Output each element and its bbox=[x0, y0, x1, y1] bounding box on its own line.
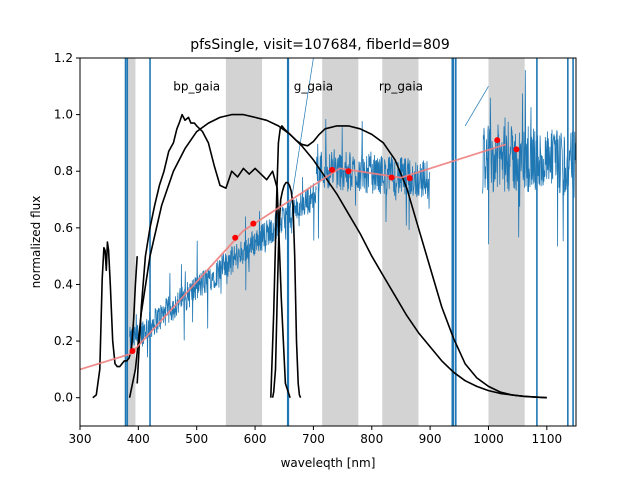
y-tick-label: 0.6 bbox=[54, 221, 73, 235]
x-tick-label: 1000 bbox=[473, 432, 504, 446]
y-tick-label: 0.4 bbox=[54, 277, 73, 291]
filter-curve-narrow-filter bbox=[271, 181, 302, 399]
shaded-region bbox=[126, 58, 136, 426]
y-tick-label: 1.2 bbox=[54, 51, 73, 65]
x-tick-label: 600 bbox=[244, 432, 267, 446]
shaded-region bbox=[322, 58, 359, 426]
photometry-point bbox=[494, 137, 501, 144]
photometry-point bbox=[232, 234, 239, 241]
shaded-regions bbox=[126, 58, 525, 426]
filter-curves bbox=[92, 113, 547, 399]
y-tick-label: 0.8 bbox=[54, 164, 73, 178]
photometry-point bbox=[345, 168, 352, 175]
photometry-point bbox=[406, 175, 413, 182]
plot-layer bbox=[80, 58, 576, 426]
x-tick-label: 1100 bbox=[532, 432, 563, 446]
photometry-point bbox=[329, 166, 336, 173]
photometry-fit-line bbox=[80, 143, 507, 371]
x-tick-label: 500 bbox=[185, 432, 208, 446]
spectrum-line bbox=[482, 70, 576, 247]
band-label-g-gaia: g_gaia bbox=[294, 79, 333, 93]
x-axis-label: waveleqth [nm] bbox=[281, 456, 376, 470]
photometry-points bbox=[129, 137, 520, 354]
band-label-rp-gaia: rp_gaia bbox=[379, 79, 423, 93]
photometry-point bbox=[388, 174, 395, 181]
shaded-region bbox=[488, 58, 525, 426]
spectrum-line bbox=[315, 119, 431, 239]
y-tick-label: 0.0 bbox=[54, 391, 73, 405]
y-axis-label: normalized flux bbox=[29, 196, 43, 289]
photometry-fit bbox=[80, 143, 507, 371]
spectrum-connector bbox=[464, 86, 489, 127]
filter-curve-g-filter bbox=[128, 113, 547, 399]
x-tick-label: 900 bbox=[419, 432, 442, 446]
spectrum-line bbox=[129, 177, 317, 358]
band-label-bp-gaia: bp_gaia bbox=[173, 79, 220, 93]
photometry-point bbox=[129, 347, 136, 354]
y-tick-label: 1.0 bbox=[54, 108, 73, 122]
y-tick-label: 0.2 bbox=[54, 334, 73, 348]
x-tick-label: 300 bbox=[69, 432, 92, 446]
spectrum-mask-lines bbox=[124, 58, 574, 426]
y-axis-ticks: 0.0 0.2 0.4 0.6 0.8 1.0 1.2 bbox=[54, 51, 80, 405]
x-tick-label: 700 bbox=[302, 432, 325, 446]
chart-title: pfsSingle, visit=107684, fiberId=809 bbox=[190, 37, 450, 53]
photometry-point bbox=[513, 146, 520, 153]
x-axis-ticks: 300 400 500 600 700 800 900 1000 1100 bbox=[69, 426, 563, 446]
x-tick-label: 400 bbox=[127, 432, 150, 446]
shaded-region bbox=[382, 58, 419, 426]
band-labels: bp_gaia g_gaia rp_gaia bbox=[173, 79, 423, 93]
x-tick-label: 800 bbox=[360, 432, 383, 446]
photometry-point bbox=[250, 220, 257, 227]
axes-frame bbox=[79, 57, 577, 427]
filter-curve-rp-filter bbox=[270, 125, 547, 399]
